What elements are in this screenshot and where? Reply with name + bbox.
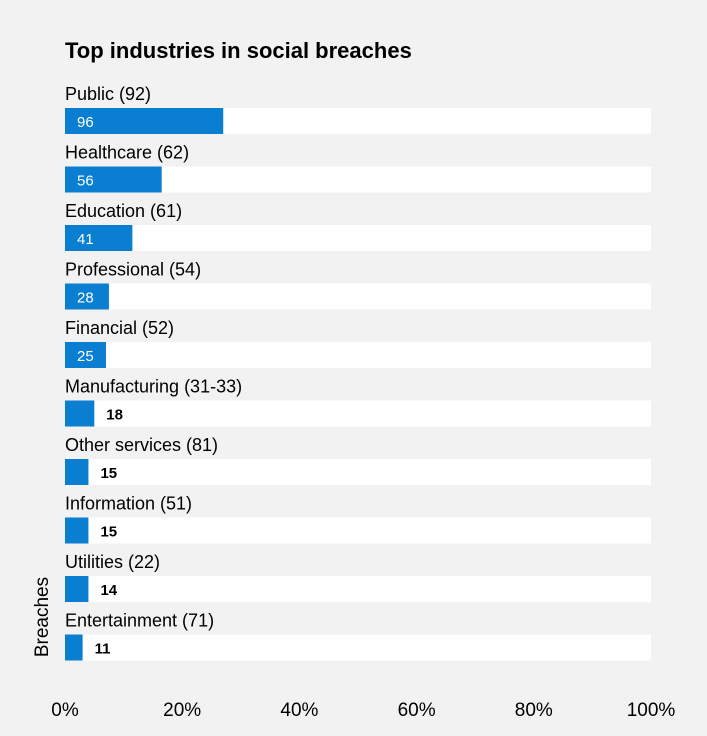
category-label: Healthcare (62) xyxy=(65,143,189,163)
data-label: 11 xyxy=(95,641,111,658)
bar xyxy=(65,400,95,427)
bar xyxy=(65,283,109,310)
x-tick-label: 40% xyxy=(280,700,318,721)
bar xyxy=(65,225,133,251)
category-label: Professional (54) xyxy=(65,260,201,280)
x-tick-label: 60% xyxy=(398,700,436,721)
bar xyxy=(65,634,83,661)
data-label: 56 xyxy=(77,173,94,190)
bar-track xyxy=(65,576,651,602)
bar-track xyxy=(65,517,651,544)
data-label: 41 xyxy=(77,231,94,248)
x-tick-label: 100% xyxy=(627,700,676,721)
data-label: 25 xyxy=(77,348,94,365)
category-label: Information (51) xyxy=(65,494,192,514)
data-label: 14 xyxy=(100,582,117,599)
bar xyxy=(65,459,89,485)
x-tick-label: 80% xyxy=(515,700,553,721)
bar-track xyxy=(65,225,651,251)
x-tick-label: 20% xyxy=(163,700,201,721)
x-tick-label: 0% xyxy=(51,700,79,721)
bar xyxy=(65,166,162,193)
bar xyxy=(65,576,89,602)
category-label: Education (61) xyxy=(65,201,182,221)
bar-track xyxy=(65,283,651,310)
data-label: 18 xyxy=(106,407,123,424)
bar-track xyxy=(65,400,651,427)
bar xyxy=(65,108,224,134)
y-axis-label: Breaches xyxy=(32,577,53,657)
chart-title: Top industries in social breaches xyxy=(65,38,412,63)
category-label: Entertainment (71) xyxy=(65,611,214,631)
bar-track xyxy=(65,459,651,485)
bar-track xyxy=(65,634,651,661)
category-label: Financial (52) xyxy=(65,318,174,338)
data-label: 96 xyxy=(77,114,94,131)
category-label: Public (92) xyxy=(65,84,151,104)
bar xyxy=(65,342,107,368)
data-label: 15 xyxy=(100,524,117,541)
category-label: Other services (81) xyxy=(65,435,218,455)
bar xyxy=(65,517,89,544)
category-label: Manufacturing (31-33) xyxy=(65,377,242,397)
data-label: 15 xyxy=(100,465,117,482)
category-label: Utilities (22) xyxy=(65,552,160,572)
bar-track xyxy=(65,166,651,193)
bar-track xyxy=(65,342,651,368)
data-label: 28 xyxy=(77,290,94,307)
